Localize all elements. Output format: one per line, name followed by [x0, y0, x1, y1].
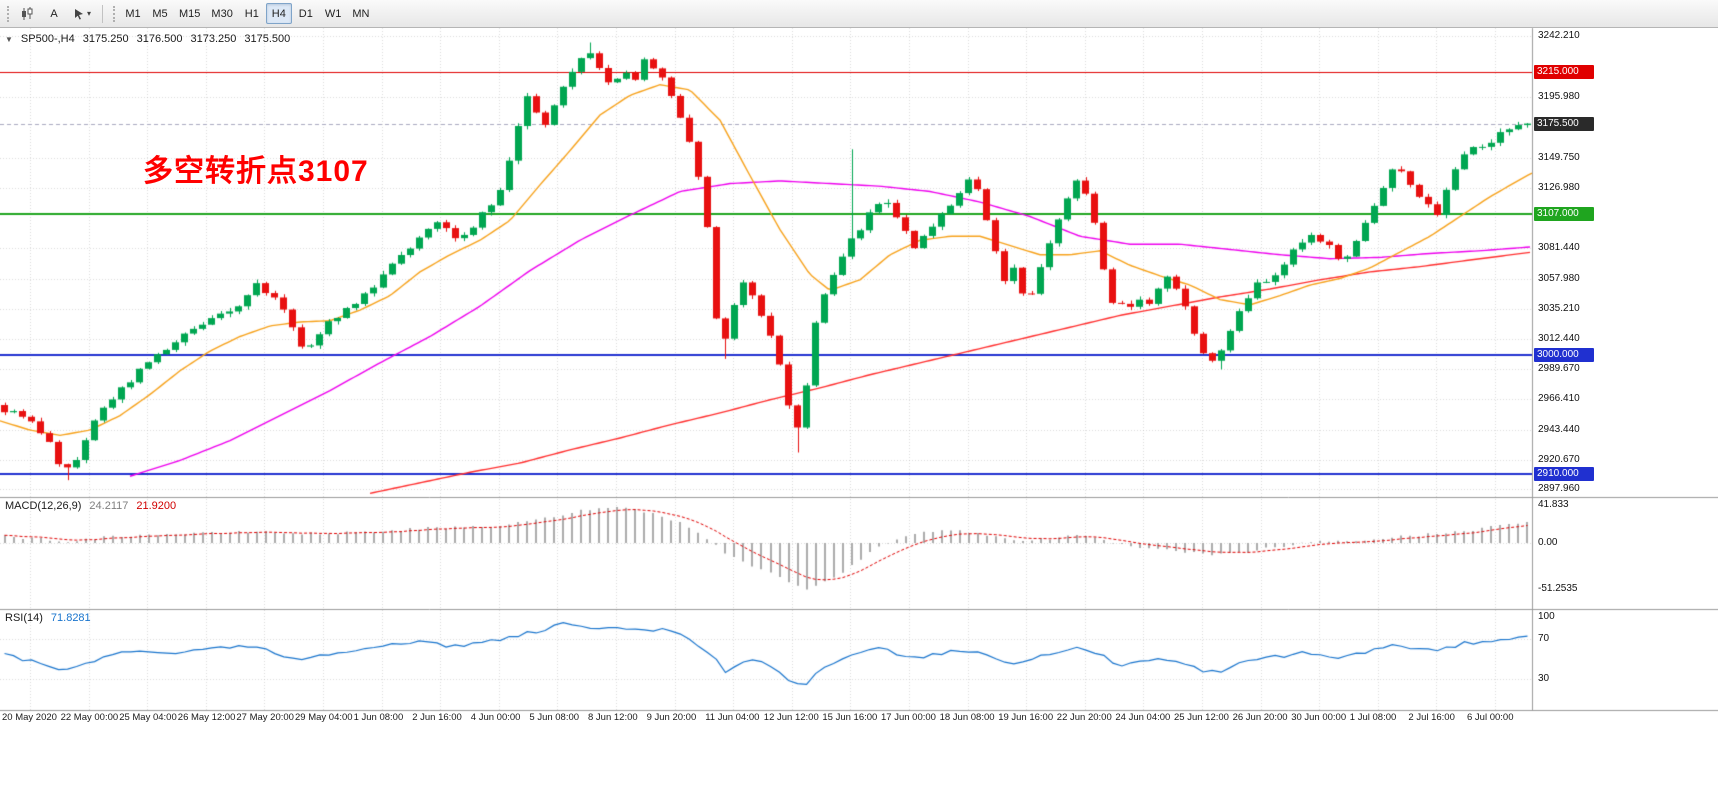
macd-axis-label: 41.833	[1538, 499, 1569, 511]
macd-axis-label: -51.2535	[1538, 583, 1578, 595]
timeframe-button-m15[interactable]: M15	[174, 3, 205, 24]
macd-title: MACD(12,26,9)	[5, 500, 82, 512]
macd-main-value: 24.2117	[89, 500, 129, 512]
time-axis-label: 27 May 20:00	[236, 712, 294, 723]
time-axis-label: 6 Jul 00:00	[1467, 712, 1514, 723]
price-axis-label: 3012.440	[1538, 332, 1580, 344]
price-open: 3175.250	[82, 33, 129, 45]
macd-header: MACD(12,26,9) 24.2117 21.9200	[5, 500, 176, 512]
time-axis-label: 30 Jun 00:00	[1291, 712, 1347, 723]
price-tag: 3107.000	[1534, 206, 1594, 221]
price-tag: 3000.000	[1534, 347, 1594, 362]
price-tag: 3215.000	[1534, 64, 1594, 79]
price-high: 3176.500	[136, 33, 183, 45]
time-axis-label: 24 Jun 04:00	[1115, 712, 1171, 723]
dropdown-caret-icon: ▾	[87, 9, 92, 18]
time-axis-label: 12 Jun 12:00	[763, 712, 819, 723]
timeframe-button-w1[interactable]: W1	[320, 3, 347, 24]
symbol-name: SP500-,H4	[20, 33, 75, 45]
rsi-axis-label: 30	[1538, 672, 1550, 684]
time-axis-label: 2 Jul 16:00	[1408, 712, 1455, 723]
main-toolbar: A ▾ M1 M5 M15 M30 H1 H4 D1 W1 MN	[0, 0, 1718, 28]
rsi-title: RSI(14)	[5, 612, 43, 624]
timeframe-button-m30[interactable]: M30	[206, 3, 237, 24]
price-axis-label: 3242.210	[1538, 29, 1580, 41]
toolbar-drag-handle[interactable]	[7, 5, 9, 22]
time-axis-label: 9 Jun 20:00	[646, 712, 697, 723]
price-tag: 2910.000	[1534, 466, 1594, 481]
price-axis-label: 3126.980	[1538, 181, 1580, 193]
chart-annotation: 多空转折点3107	[143, 155, 369, 188]
toolbar-drag-handle[interactable]	[113, 5, 116, 22]
macd-axis-label: 0.00	[1538, 537, 1558, 548]
price-axis-label: 3081.440	[1538, 241, 1580, 253]
macd-signal-value: 21.9200	[136, 500, 177, 512]
time-axis-label: 22 Jun 20:00	[1056, 712, 1112, 723]
time-axis-label: 25 Jun 12:00	[1174, 712, 1229, 723]
price-low: 3173.250	[190, 33, 237, 45]
time-axis-label: 2 Jun 16:00	[412, 712, 462, 723]
timeframe-button-h4[interactable]: H4	[265, 3, 292, 24]
price-tag: 3175.500	[1534, 116, 1594, 131]
time-axis-label: 8 Jun 12:00	[588, 712, 638, 723]
price-axis-label: 2920.670	[1538, 453, 1580, 465]
rsi-axis-label: 70	[1538, 633, 1550, 645]
time-axis-label: 17 Jun 00:00	[881, 712, 936, 723]
time-axis-label: 1 Jul 08:00	[1349, 712, 1397, 723]
time-axis-label: 26 Jun 20:00	[1232, 712, 1288, 723]
rsi-value: 71.8281	[50, 612, 91, 624]
time-axis-label: 26 May 12:00	[177, 712, 236, 723]
price-axis-label: 2943.440	[1538, 423, 1580, 435]
price-axis-label: 3057.980	[1538, 272, 1580, 284]
time-axis-label: 29 May 04:00	[295, 712, 353, 723]
chart-expand-icon[interactable]: ▼	[5, 34, 13, 44]
price-axis-label: 3195.980	[1538, 90, 1580, 102]
cursor-tool-button[interactable]: ▾	[68, 3, 96, 24]
time-axis-label: 15 Jun 16:00	[822, 712, 878, 723]
time-axis-label: 5 Jun 08:00	[529, 712, 580, 723]
time-axis-label: 22 May 00:00	[60, 712, 119, 723]
timeframe-button-d1[interactable]: D1	[293, 3, 319, 24]
price-axis-label: 2966.410	[1538, 393, 1580, 405]
timeframe-button-m1[interactable]: M1	[120, 3, 146, 24]
timeframe-button-h1[interactable]: H1	[239, 3, 265, 24]
timeframe-group: M1 M5 M15 M30 H1 H4 D1 W1 MN	[120, 3, 374, 24]
rsi-axis-label: 100	[1538, 611, 1555, 622]
timeframe-button-mn[interactable]: MN	[347, 3, 374, 24]
chart-type-candlestick-icon[interactable]	[14, 3, 40, 24]
text-tool-button[interactable]: A	[41, 3, 67, 24]
time-axis-label: 25 May 04:00	[119, 712, 177, 723]
candlestick-icon	[22, 6, 33, 20]
rsi-header: RSI(14) 71.8281	[5, 612, 91, 624]
time-axis-label: 20 May 2020	[2, 712, 57, 723]
cursor-icon	[75, 8, 83, 19]
price-axis-label: 2989.670	[1538, 362, 1580, 374]
price-axis-label: 3035.210	[1538, 302, 1580, 314]
price-close: 3175.500	[244, 33, 291, 45]
time-axis-label: 11 Jun 04:00	[705, 712, 760, 723]
time-axis-label: 1 Jun 08:00	[353, 712, 404, 723]
price-axis-label: 2897.960	[1538, 483, 1580, 495]
toolbar-separator	[102, 4, 104, 23]
chart-symbol-header: ▼ SP500-,H4 3175.250 3176.500 3173.250 3…	[5, 33, 290, 45]
price-axis-label: 3149.750	[1538, 151, 1580, 163]
time-axis-label: 18 Jun 08:00	[939, 712, 995, 723]
time-axis-label: 4 Jun 00:00	[470, 712, 521, 723]
time-axis-label: 19 Jun 16:00	[998, 712, 1054, 723]
timeframe-button-m5[interactable]: M5	[147, 3, 173, 24]
